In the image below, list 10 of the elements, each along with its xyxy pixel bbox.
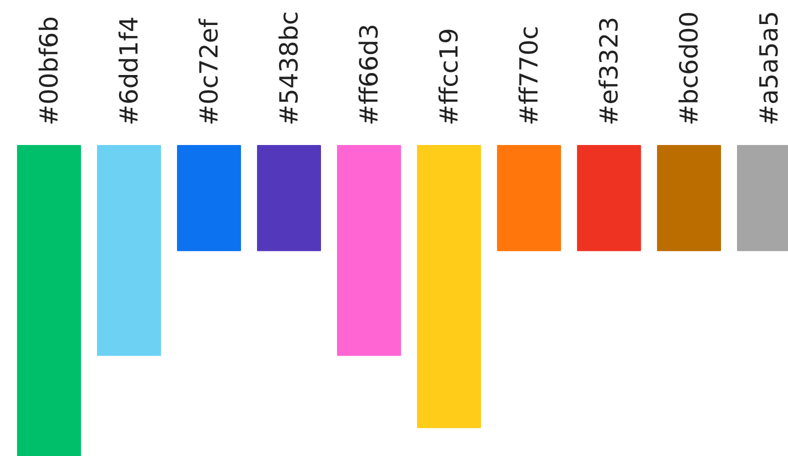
x-tick-label: #0c72ef [194, 18, 224, 126]
x-tick-label: #ffcc19 [434, 28, 464, 126]
x-tick-label: #00bf6b [34, 16, 64, 126]
x-tick-label: #ff66d3 [354, 24, 384, 126]
x-tick-label: #6dd1f4 [114, 16, 144, 126]
x-tick-label: #bc6d00 [674, 11, 704, 126]
x-tick-label: #ff770c [514, 26, 544, 126]
x-tick-label: #5438bc [274, 11, 304, 126]
x-tick-label: #ef3323 [594, 16, 624, 126]
x-tick-label: #a5a5a5 [754, 10, 784, 126]
